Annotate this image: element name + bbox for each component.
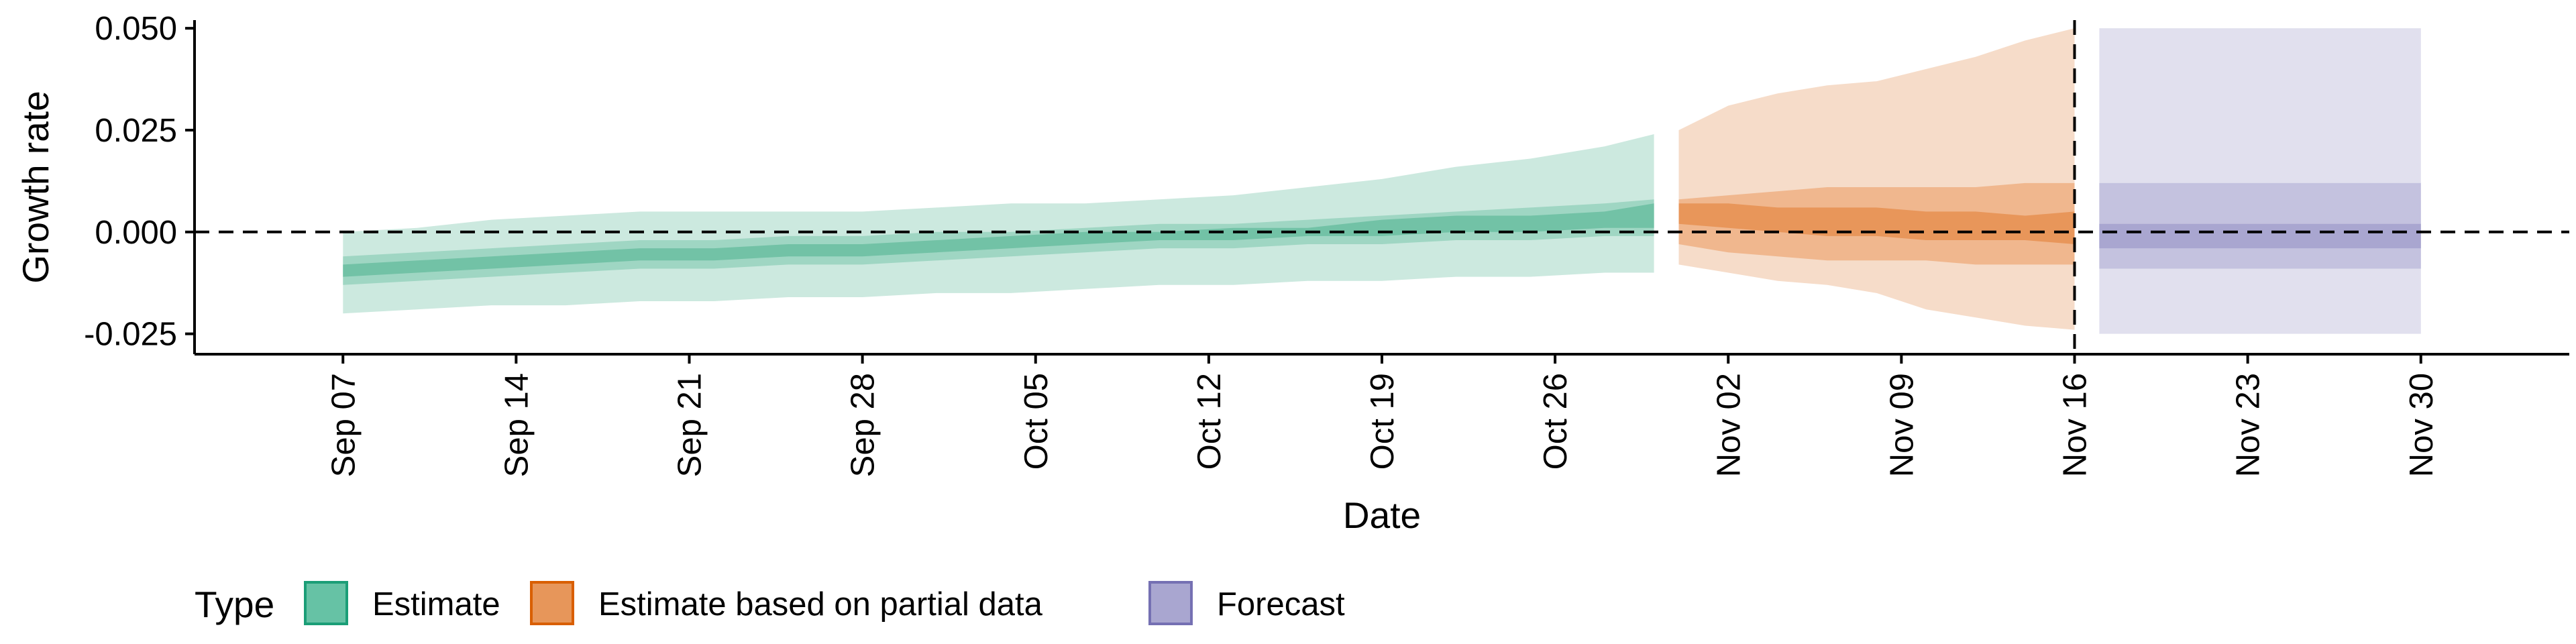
x-tick-label: Nov 09 [1884,373,1920,477]
x-tick-label: Nov 23 [2231,373,2267,477]
ribbon-layer [343,28,2421,334]
y-axis-ticks: -0.025 0.000 0.025 0.050 [84,11,195,353]
legend-title: Type [195,584,274,625]
x-tick-label: Oct 19 [1364,373,1401,470]
y-tick-label: -0.025 [84,317,177,353]
x-tick-label: Sep 21 [672,373,708,477]
legend-key-1 [530,581,574,625]
x-axis-ticks: Sep 07 Sep 14 Sep 21 Sep 28 Oct 05 Oct 12 Oct … [325,354,2440,477]
x-tick-label: Sep 07 [325,373,362,477]
y-tick-label: 0.025 [95,113,177,149]
legend: Type Estimate Estimate based on partial d… [195,581,1345,625]
legend-key-0 [304,581,348,625]
legend-key-2 [1148,581,1193,625]
y-tick-label: 0.000 [95,215,177,251]
x-tick-label: Nov 16 [2057,373,2094,477]
legend-items: Estimate Estimate based on partial data Fo… [304,581,1345,625]
legend-label-2: Forecast [1217,586,1345,623]
legend-label-0: Estimate [372,586,500,623]
x-tick-label: Oct 12 [1191,373,1228,470]
legend-label-1: Estimate based on partial data [598,586,1043,623]
series-2-inner-band [2099,223,2421,249]
series-2-outer-band [2099,28,2421,334]
x-tick-label: Sep 14 [498,373,535,477]
y-tick-label: 0.050 [95,11,177,47]
x-tick-label: Sep 28 [845,373,881,477]
x-tick-label: Oct 26 [1538,373,1574,470]
x-tick-label: Nov 30 [2404,373,2440,477]
y-axis-title: Growth rate [15,91,56,283]
series-1-outer-band [1678,28,2075,330]
series-0-inner-band [343,203,1654,277]
x-tick-label: Oct 05 [1018,373,1055,470]
series-1-inner-band [1678,203,2075,244]
x-axis-title: Date [1343,494,1421,536]
x-tick-label: Nov 02 [1711,373,1747,477]
